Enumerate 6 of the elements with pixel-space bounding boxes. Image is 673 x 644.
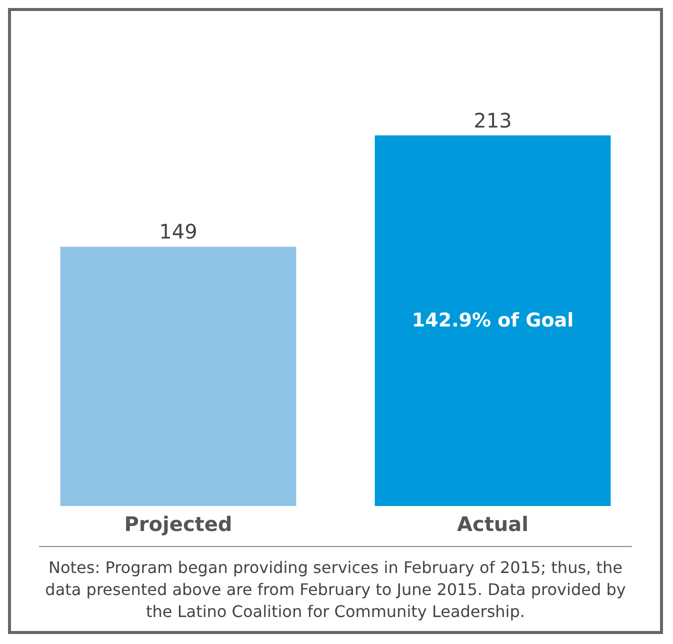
annotation: 142.9% of Goal xyxy=(412,310,574,332)
x-tick-label: Actual xyxy=(457,512,528,536)
data-label: 149 xyxy=(159,220,198,244)
text: Notes: Program began providing services in February of 2015; thus, the data presented above are from February to June 2015. Data provided by the Latino Coalition for Community Leadership. xyxy=(44,557,627,623)
x-tick-label: Projected xyxy=(124,512,232,536)
data-label: 213 xyxy=(474,108,512,132)
